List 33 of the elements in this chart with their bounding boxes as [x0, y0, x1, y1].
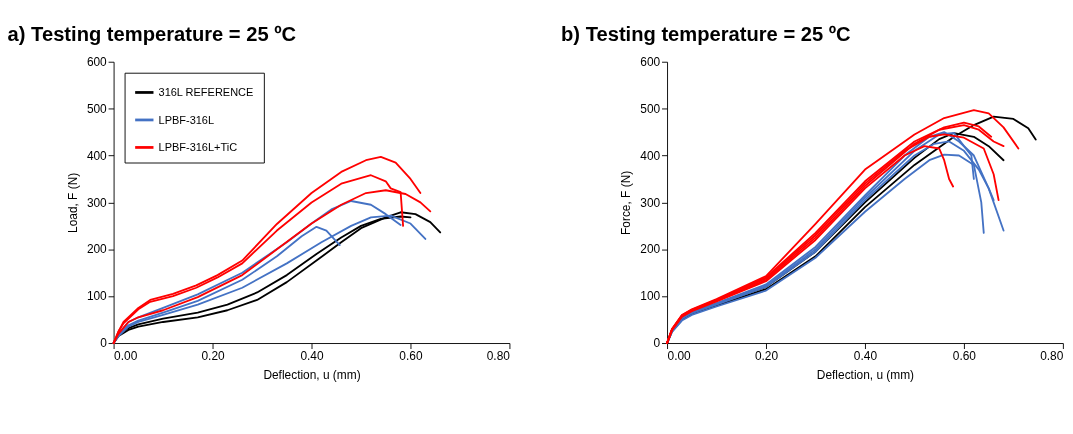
x-tick-label: 0.20	[754, 349, 779, 364]
x-axis-title: Deflection, u (mm)	[263, 368, 361, 383]
x-tick-label: 0.60	[399, 349, 423, 364]
x-tick-label: 0.40	[853, 349, 878, 364]
y-tick-label: 600	[86, 54, 108, 69]
chart-title: a) Testing temperature = 25 ºC	[7, 22, 297, 45]
x-tick-label: 0.00	[114, 349, 138, 364]
y-tick-label: 200	[640, 242, 661, 257]
legend-label: LPBF-316L+TiC	[158, 141, 238, 154]
x-tick-label: 0.80	[1040, 349, 1064, 364]
y-tick-label: 200	[86, 242, 108, 257]
y-tick-label: 100	[86, 289, 108, 304]
y-tick-label: 300	[640, 195, 661, 210]
y-tick-label: 500	[86, 101, 108, 116]
y-tick-label: 100	[640, 289, 661, 304]
x-tick-label: 0.40	[300, 349, 324, 364]
x-axis-title: Deflection, u (mm)	[816, 368, 915, 383]
y-tick-label: 400	[640, 148, 661, 163]
y-tick-label: 400	[86, 148, 108, 163]
y-tick-label: 300	[86, 195, 108, 210]
y-axis-title: Load, F (N)	[65, 172, 80, 233]
legend-label: LPBF-316L	[158, 113, 215, 126]
y-tick-label: 0	[100, 336, 108, 351]
y-tick-label: 600	[640, 54, 661, 69]
x-tick-label: 0.60	[952, 349, 977, 364]
legend-label: 316L REFERENCE	[158, 86, 254, 99]
y-tick-label: 0	[653, 336, 661, 351]
x-tick-label: 0.80	[486, 349, 511, 364]
chart-title: b) Testing temperature = 25 ºC	[561, 22, 851, 45]
y-axis-title: Force, F (N)	[619, 170, 634, 235]
y-tick-label: 500	[640, 101, 661, 116]
x-tick-label: 0.20	[201, 349, 225, 364]
x-tick-label: 0.00	[667, 349, 692, 364]
